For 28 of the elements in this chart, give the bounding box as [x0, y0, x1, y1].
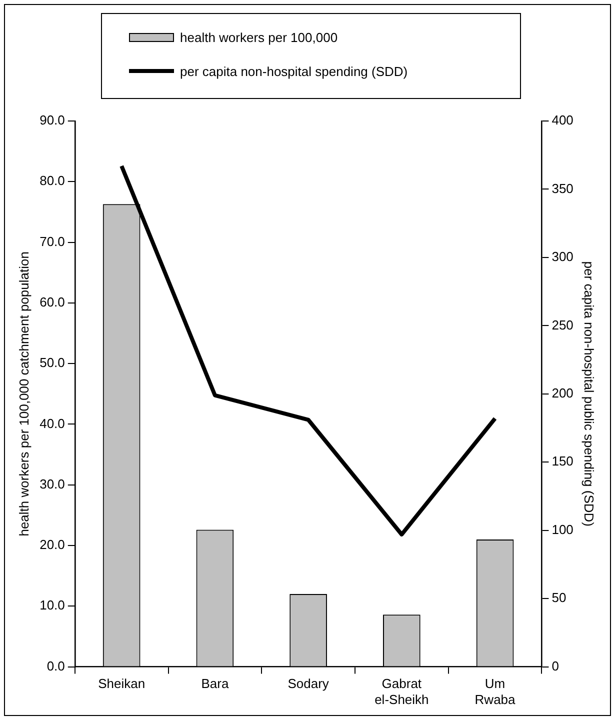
y-tick-label: 80.0: [40, 173, 65, 188]
y2-tick-label: 200: [552, 385, 574, 400]
y2-tick-label: 50: [552, 590, 566, 606]
x-tick-label: Um Rwaba: [474, 676, 516, 707]
y-axis-title: health workers per 100,000 catchment population: [16, 252, 32, 536]
y-tick-label: 0.0: [46, 658, 65, 674]
y-tick-label: 30.0: [40, 476, 65, 492]
y-tick-label: 10.0: [40, 598, 65, 613]
y-tick-label: 90.0: [40, 112, 65, 128]
y2-axis-title: per capita non-hospital public spending (SDD): [582, 261, 597, 527]
y2-tick-label: 250: [552, 317, 574, 332]
y2-tick-label: 100: [552, 522, 574, 537]
legend-label: per capita non-hospital spending (SDD): [180, 64, 408, 78]
x-tick-label: Sodary: [288, 676, 330, 692]
y2-tick-label: 350: [552, 180, 574, 196]
y-tick-label: 60.0: [40, 294, 65, 310]
y-tick-label: 50.0: [40, 355, 65, 370]
x-tick-label: Bara: [201, 676, 230, 692]
y2-tick-label: 150: [552, 454, 574, 469]
y-tick-label: 40.0: [40, 416, 65, 431]
x-tick-label: Sheikan: [98, 676, 146, 692]
x-tick-label: Gabrat el-Sheikh: [374, 676, 429, 707]
y2-tick-label: 0: [552, 658, 559, 674]
y-tick-label: 70.0: [40, 234, 65, 249]
y2-tick-label: 400: [552, 112, 574, 128]
legend-label: health workers per 100,000: [180, 30, 338, 44]
y2-tick-label: 300: [552, 249, 574, 264]
y-tick-label: 20.0: [40, 537, 65, 552]
